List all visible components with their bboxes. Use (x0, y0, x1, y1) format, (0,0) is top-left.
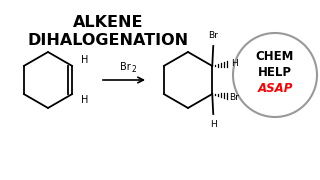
Text: ASAP: ASAP (257, 82, 293, 94)
Text: 2: 2 (131, 65, 136, 74)
Text: Br: Br (208, 31, 218, 40)
Text: H: H (210, 120, 217, 129)
Text: ALKENE: ALKENE (73, 15, 143, 30)
Text: H: H (231, 58, 238, 68)
Text: H: H (81, 95, 88, 105)
Text: Br: Br (120, 62, 131, 72)
Text: DIHALOGENATION: DIHALOGENATION (28, 33, 188, 48)
Text: CHEM: CHEM (256, 51, 294, 64)
Text: Br: Br (229, 93, 239, 102)
Text: HELP: HELP (258, 66, 292, 78)
Text: H: H (81, 55, 88, 65)
